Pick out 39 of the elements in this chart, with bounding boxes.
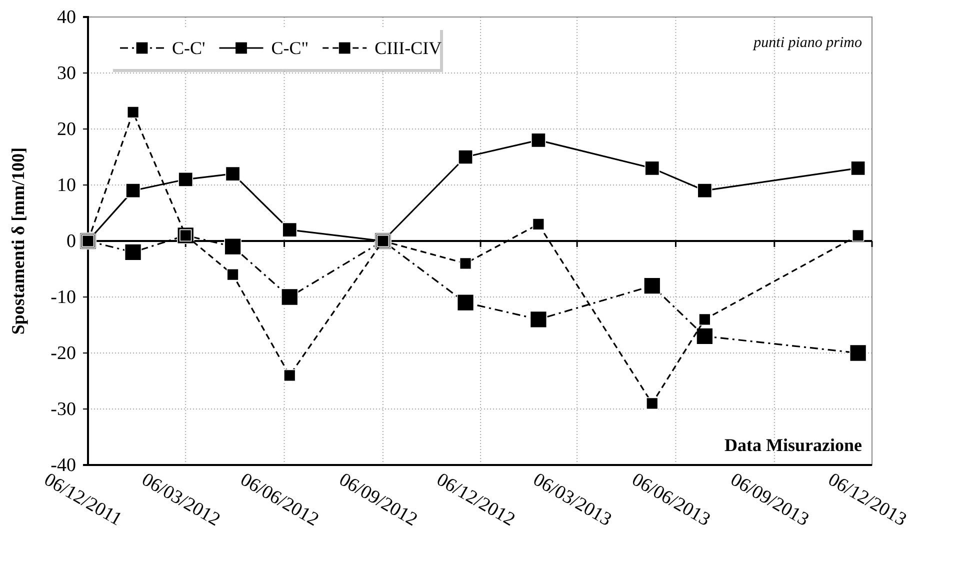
legend-label: C-C'	[172, 38, 206, 58]
y-axis-title: Spostamenti δ [mm/100]	[8, 147, 28, 335]
legend-label: C-C"	[271, 38, 309, 58]
y-tick-label: 10	[57, 175, 76, 196]
point	[530, 310, 548, 328]
point	[459, 257, 472, 270]
point	[530, 132, 546, 148]
y-tick-label: -30	[50, 399, 76, 420]
point	[852, 229, 864, 242]
y-tick-label: -10	[50, 287, 76, 308]
y-tick-label: 40	[57, 7, 76, 28]
y-tick-label: 0	[66, 231, 76, 252]
y-tick-label: -20	[50, 343, 76, 364]
point	[282, 222, 298, 238]
point	[696, 328, 714, 345]
point	[126, 106, 140, 118]
point	[225, 166, 240, 182]
point	[532, 218, 545, 230]
legend-label: CIII-CIV	[374, 38, 442, 58]
point	[226, 268, 239, 281]
point	[644, 277, 661, 294]
point	[178, 172, 194, 187]
point	[644, 160, 660, 176]
point	[646, 397, 658, 410]
point	[697, 183, 712, 198]
point	[126, 183, 141, 198]
point	[458, 150, 473, 164]
point	[456, 294, 474, 312]
point	[850, 160, 866, 176]
y-tick-label: 30	[57, 63, 76, 84]
y-tick-label: 20	[57, 119, 76, 140]
point	[284, 369, 296, 382]
point	[849, 344, 867, 362]
point	[698, 313, 711, 326]
point	[224, 238, 242, 256]
x-axis-title: Data Misurazione	[724, 435, 862, 455]
annotation: punti piano primo	[752, 35, 862, 51]
point	[281, 288, 298, 306]
point	[124, 244, 142, 261]
